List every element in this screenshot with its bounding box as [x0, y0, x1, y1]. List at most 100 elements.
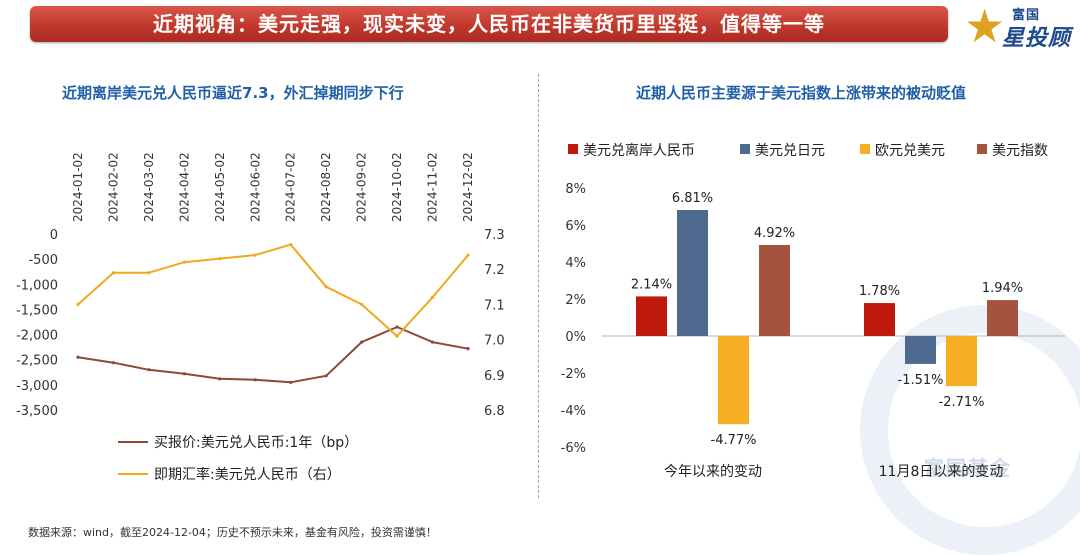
y-left-tick-label: -1,500: [16, 303, 58, 318]
right-bar-chart: 8% 6% 4% 2% 0% -2% -4% -6% 美元兑离岸人民币 美元兑日元 欧元兑美元 美元指…: [561, 142, 1065, 480]
data-label: 1.94%: [982, 281, 1023, 296]
y-tick-label: -4%: [561, 404, 586, 419]
y-left-tick-label: -2,000: [16, 329, 58, 344]
data-label: 2.14%: [631, 277, 672, 292]
spot-data-point: [289, 242, 293, 247]
legend-label: 欧元兑美元: [875, 143, 945, 159]
data-label: -1.51%: [898, 373, 944, 388]
y-left-tick-label: -500: [28, 253, 58, 268]
swap-data-point: [289, 380, 293, 384]
y-tick-label: 0%: [565, 330, 586, 345]
swap-points-line: [77, 326, 469, 384]
bar: [864, 303, 895, 336]
swap-data-point: [360, 340, 364, 344]
x-tick-label: 2024-05-02: [213, 152, 227, 222]
left-line-chart: 2024-01-02 2024-02-02 2024-03-02 2024-04-02…: [16, 152, 505, 483]
spot-rate-line: [77, 243, 469, 338]
right-chart-title: 近期人民币主要源于美元指数上涨带来的被动贬值: [636, 84, 967, 102]
legend-label: 买报价:美元兑人民币:1年（bp）: [154, 435, 358, 451]
legend-swatch: [977, 144, 987, 154]
category-label: 今年以来的变动: [664, 464, 762, 480]
bar: [677, 210, 708, 336]
y-right-tick-label: 7.3: [484, 228, 505, 243]
y-right-tick-label: 7.0: [484, 334, 505, 349]
spot-data-point: [253, 253, 257, 257]
bar: [946, 336, 977, 387]
legend-swatch: [568, 144, 578, 154]
y-right-tick-label: 7.2: [484, 263, 505, 278]
y-right-tick-label: 7.1: [484, 298, 505, 313]
bar: [718, 336, 749, 425]
x-tick-label: 2024-12-02: [461, 152, 475, 222]
bar: [759, 244, 790, 336]
spot-data-point: [111, 271, 116, 275]
source-footnote: 数据来源：wind，截至2024-12-04；历史不预示未来，基金有风险，投资需…: [28, 526, 437, 539]
swap-data-point: [324, 374, 328, 378]
watermark-text: 富国基金: [924, 456, 1012, 480]
x-tick-label: 2024-06-02: [248, 152, 262, 222]
swap-data-point: [430, 340, 435, 344]
legend-swatch: [860, 144, 870, 154]
y-right-tick-label: 6.9: [484, 369, 505, 384]
y-left-tick-label: -2,500: [16, 354, 58, 369]
legend-swatch: [740, 144, 750, 154]
y-tick-label: 2%: [565, 293, 586, 308]
y-tick-label: 4%: [565, 256, 586, 271]
legend-label: 美元兑日元: [755, 143, 825, 159]
data-label: 4.92%: [754, 226, 795, 241]
x-tick-label: 2024-07-02: [284, 152, 298, 222]
left-chart-title: 近期离岸美元兑人民币逼近7.3，外汇掉期同步下行: [62, 84, 404, 102]
spot-data-point: [147, 271, 151, 275]
spot-data-point: [218, 257, 222, 261]
bar: [905, 336, 936, 364]
logo-main-text: 星投顾: [1002, 26, 1072, 51]
y-left-tick-label: -3,000: [16, 379, 58, 394]
x-tick-label: 2024-11-02: [426, 152, 440, 222]
y-right-tick-label: 6.8: [484, 404, 505, 419]
title-banner: 近期视角：美元走强，现实未变，人民币在非美货币里坚挺，值得等一等: [30, 6, 948, 42]
category-label: 11月8日以来的变动: [879, 464, 1004, 480]
data-label: 6.81%: [672, 191, 713, 206]
data-label: -4.77%: [711, 433, 757, 448]
y-left-tick-label: 0: [50, 228, 58, 243]
swap-data-point: [218, 377, 222, 381]
x-tick-label: 2024-03-02: [142, 152, 156, 222]
panel-divider: [538, 74, 539, 498]
swap-data-point: [395, 325, 399, 329]
spot-data-point: [466, 253, 470, 257]
data-label: 1.78%: [859, 284, 900, 299]
y-tick-label: 6%: [565, 219, 586, 234]
x-tick-label: 2024-01-02: [71, 152, 85, 222]
y-tick-label: -2%: [561, 367, 586, 382]
swap-data-point: [147, 368, 151, 372]
swap-data-point: [76, 355, 80, 359]
y-left-tick-label: -3,500: [16, 404, 58, 419]
spot-data-point: [395, 334, 399, 338]
data-label: -2.71%: [939, 395, 985, 410]
legend-label: 即期汇率:美元兑人民币（右）: [154, 466, 341, 483]
bar: [987, 300, 1018, 336]
star-icon: ★: [964, 0, 1006, 53]
y-tick-label: -6%: [561, 441, 586, 456]
x-tick-label: 2024-09-02: [355, 152, 369, 222]
spot-data-point: [76, 302, 80, 306]
banner-title: 近期视角：美元走强，现实未变，人民币在非美货币里坚挺，值得等一等: [153, 12, 825, 36]
x-tick-label: 2024-10-02: [390, 152, 404, 222]
swap-data-point: [253, 378, 257, 382]
legend-label: 美元兑离岸人民币: [583, 142, 695, 159]
x-tick-label: 2024-08-02: [319, 152, 333, 222]
legend-label: 美元指数: [992, 143, 1048, 159]
logo-top-text: 富国: [1012, 8, 1041, 23]
brand-logo: ★ 富国 星投顾: [962, 0, 1072, 53]
swap-data-point: [466, 347, 470, 351]
spot-data-point: [182, 260, 186, 264]
y-tick-label: 8%: [565, 182, 586, 197]
spot-data-point: [430, 295, 435, 299]
x-tick-label: 2024-04-02: [177, 152, 191, 222]
swap-data-point: [182, 372, 186, 376]
spot-data-point: [360, 302, 364, 306]
y-left-tick-label: -1,000: [16, 278, 58, 293]
swap-data-point: [111, 361, 116, 365]
x-tick-label: 2024-02-02: [106, 152, 120, 222]
spot-data-point: [324, 285, 328, 289]
